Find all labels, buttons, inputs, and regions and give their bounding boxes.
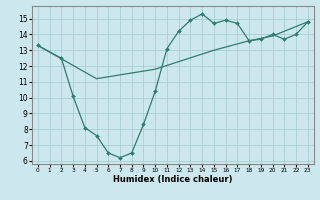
X-axis label: Humidex (Indice chaleur): Humidex (Indice chaleur) [113, 175, 233, 184]
